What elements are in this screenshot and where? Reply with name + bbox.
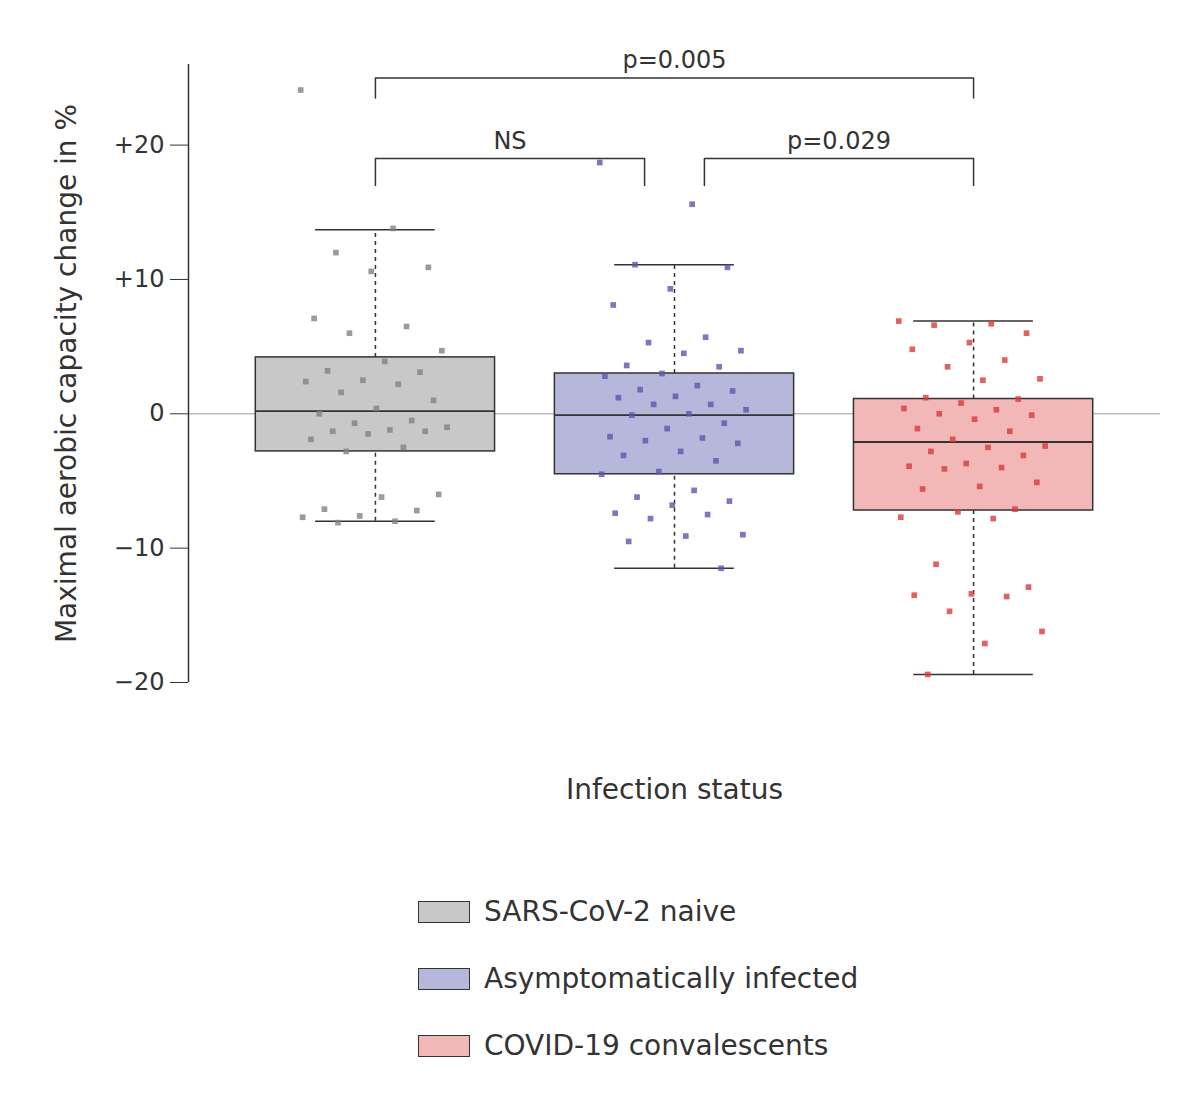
svg-text:p=0.029: p=0.029 (787, 127, 891, 155)
svg-text:NS: NS (493, 127, 526, 155)
html-text:Asymptomatically infected: Asymptomatically infected (484, 962, 859, 995)
svg-text:Maximal aerobic capacity chang: Maximal aerobic capacity change in % (50, 104, 83, 643)
svg-text:−10: −10 (114, 534, 165, 562)
html-text:COVID-19 convalescents: COVID-19 convalescents (484, 1029, 829, 1062)
svg-text:p=0.005: p=0.005 (622, 46, 726, 74)
svg-text:+10: +10 (114, 265, 165, 293)
html-text:SARS-CoV-2 naive: SARS-CoV-2 naive (484, 895, 737, 928)
svg-text:0: 0 (149, 399, 164, 427)
svg-text:Infection status: Infection status (566, 773, 783, 806)
svg-text:−20: −20 (114, 668, 165, 696)
svg-text:+20: +20 (114, 131, 165, 159)
